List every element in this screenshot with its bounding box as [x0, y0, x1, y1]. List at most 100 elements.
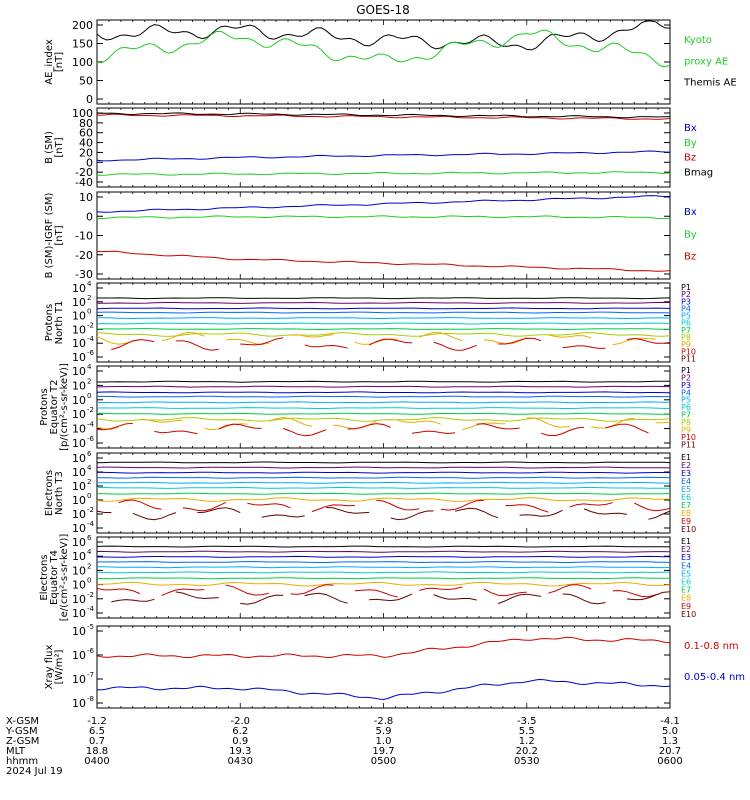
legend-entry: E4 [681, 477, 691, 486]
legend-entry: E5 [681, 485, 691, 494]
x-tick-value: 1.2 [519, 736, 535, 747]
y-tick-label: -10 [75, 230, 93, 243]
legend-entry: P11 [681, 354, 696, 363]
series-line-e2 [97, 550, 671, 553]
y-tick-label: 10 [72, 550, 86, 563]
y-tick-label: 10 [72, 452, 86, 465]
legend-entry: E10 [681, 610, 696, 619]
series-line-e5 [96, 481, 671, 484]
legend-entry: P2 [681, 290, 691, 299]
x-row-label: 2024 Jul 19 [6, 766, 63, 777]
y-tick-label: 10 [72, 310, 86, 323]
series-line-p6 [96, 322, 671, 325]
legend-entry: E2 [681, 545, 691, 554]
y-tick-label: 10 [72, 466, 86, 479]
y-tick-label: 100 [72, 56, 93, 69]
y-tick-label: 10 [72, 351, 86, 364]
y-axis-label: Equator T4 [49, 550, 60, 605]
legend-entry: P9 [681, 340, 691, 349]
y-tick-exponent: -6 [87, 647, 95, 655]
series-line-p8 [96, 417, 671, 422]
y-tick-exponent: 6 [87, 450, 92, 458]
x-row-label: hhmm [6, 756, 38, 767]
x-tick-value: 1.0 [376, 736, 392, 747]
legend-entry: P4 [681, 388, 691, 397]
y-axis-label: [W/m²] [54, 649, 65, 684]
y-tick-label: 200 [72, 19, 93, 32]
x-tick-value: -2.0 [230, 716, 250, 727]
y-axis-label: [nT] [54, 225, 65, 245]
series-line-e10 [96, 506, 671, 521]
y-tick-exponent: -6 [87, 435, 95, 443]
legend-entry: Bz [684, 252, 696, 263]
y-tick-exponent: -7 [87, 671, 94, 679]
legend-entry: By [684, 138, 697, 149]
y-tick-exponent: 2 [87, 294, 91, 302]
y-tick-exponent: -4 [87, 605, 95, 613]
y-tick-exponent: 2 [87, 377, 91, 385]
y-tick-exponent: -2 [87, 406, 94, 414]
series-line-e3 [97, 471, 671, 474]
y-tick-label: 10 [72, 323, 86, 336]
y-axis-label: Protons [39, 388, 50, 425]
x-tick-value: 0.7 [89, 736, 105, 747]
y-tick-exponent: -4 [87, 421, 95, 429]
y-tick-exponent: 4 [87, 363, 92, 371]
y-tick-exponent: 4 [87, 548, 92, 556]
series-line-p2 [96, 385, 671, 388]
series-line-e8 [97, 581, 671, 587]
y-axis-label: North T3 [54, 471, 65, 515]
x-row-label: MLT [6, 746, 26, 757]
y-tick-label: 100 [72, 107, 93, 120]
series-line-by [96, 215, 671, 220]
legend-entry: P4 [681, 304, 691, 313]
legend-entry: P2 [681, 373, 691, 382]
x-tick-value: 0500 [371, 756, 396, 767]
y-axis-label: [nT] [54, 52, 65, 72]
x-row-label: X-GSM [6, 716, 39, 727]
series-line-kyoto-proxy-ae [96, 29, 671, 68]
legend-entry: P7 [681, 326, 691, 335]
legend-entry: 0.05-0.4 nm [684, 672, 745, 683]
x-tick-value: 18.8 [86, 746, 108, 757]
y-tick-label: 10 [72, 423, 86, 436]
y-tick-label: 10 [72, 494, 86, 507]
panel-frame [96, 19, 671, 105]
y-tick-exponent: 6 [87, 534, 92, 542]
legend-entry: E8 [681, 509, 691, 518]
y-tick-label: 0 [86, 156, 93, 169]
legend-entry: E6 [681, 578, 691, 587]
x-tick-value: 0430 [228, 756, 253, 767]
panel-1: 200 150 100 50 0 AE_index [nT] Kyoto proxy AE The… [44, 19, 737, 106]
y-tick-label: 10 [72, 607, 86, 620]
y-tick-label: 50 [79, 75, 93, 88]
series-line-e6 [96, 571, 671, 574]
y-tick-label: 10 [72, 625, 86, 638]
series-line-e4 [96, 561, 671, 563]
y-tick-label: 10 [72, 408, 86, 421]
series-line-e6 [96, 486, 671, 489]
y-tick-label: 40 [79, 137, 93, 150]
y-tick-label: 10 [72, 673, 86, 686]
y-tick-label: -20 [75, 166, 93, 179]
legend-entry: E10 [681, 525, 696, 534]
y-axis-label: AE_index [44, 39, 55, 85]
y-tick-label: -40 [75, 176, 93, 189]
legend-entry: Bx [684, 207, 697, 218]
y-tick-exponent: -6 [87, 349, 95, 357]
legend-entry: E3 [681, 469, 691, 478]
legend-entry: By [684, 229, 697, 240]
legend-entry: E3 [681, 553, 691, 562]
series-line-by [96, 171, 671, 176]
legend-entry: P11 [681, 440, 696, 449]
series-line-e3 [97, 555, 671, 558]
series-line-p4 [96, 311, 671, 314]
series-line-p7 [96, 328, 671, 331]
x-tick-value: 5.9 [376, 726, 392, 737]
y-tick-label: 10 [72, 697, 86, 710]
y-tick-label: 10 [72, 593, 86, 606]
